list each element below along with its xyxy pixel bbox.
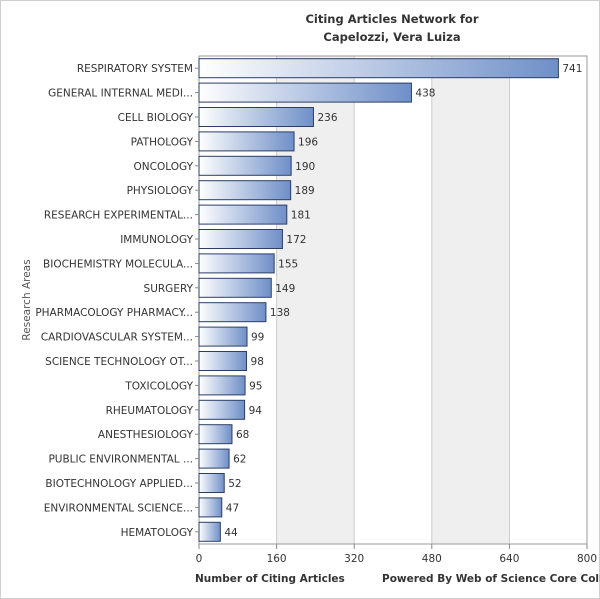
category-label: SCIENCE TECHNOLOGY OT... — [45, 356, 193, 368]
category-labels: RESPIRATORY SYSTEM GENERAL INTERNAL MEDI.… — [35, 63, 193, 539]
value-label: 196 — [298, 136, 318, 148]
value-label: 98 — [251, 356, 264, 368]
category-label: RHEUMATOLOGY — [106, 405, 194, 417]
value-label: 438 — [415, 88, 435, 100]
value-label: 138 — [270, 307, 290, 319]
bar — [198, 107, 314, 127]
bar — [198, 180, 292, 201]
chart-subtitle: Capelozzi, Vera Luiza — [323, 30, 460, 44]
bars — [198, 58, 559, 542]
plot-band — [509, 56, 587, 544]
value-label: 172 — [286, 234, 306, 246]
bar — [198, 424, 233, 445]
tick-label: 320 — [344, 553, 364, 565]
category-label: ENVIRONMENTAL SCIENCE... — [44, 502, 193, 514]
category-label: PHARMACOLOGY PHARMACY... — [35, 307, 193, 319]
credit-text: Powered By Web of Science Core Colle — [382, 573, 600, 585]
plot-band — [431, 56, 510, 544]
plot-background — [199, 56, 587, 544]
category-label: IMMUNOLOGY — [120, 234, 193, 246]
value-label: 99 — [251, 332, 264, 344]
plot-band — [199, 56, 277, 544]
value-label: 741 — [562, 63, 582, 75]
category-label: BIOTECHNOLOGY APPLIED... — [45, 478, 193, 490]
bar — [198, 473, 225, 493]
bar — [198, 326, 248, 347]
category-label: GENERAL INTERNAL MEDI... — [48, 88, 193, 100]
bar — [198, 448, 230, 469]
value-label: 236 — [317, 112, 337, 124]
bar — [198, 302, 267, 323]
category-label: PHYSIOLOGY — [127, 185, 194, 197]
tick-label: 0 — [196, 553, 203, 565]
chart-title: Citing Articles Network for — [305, 12, 478, 26]
tick-label: 480 — [422, 553, 442, 565]
category-label: PATHOLOGY — [131, 136, 194, 148]
tick-label: 160 — [267, 553, 287, 565]
category-label: SURGERY — [144, 283, 194, 295]
bar — [198, 82, 412, 103]
category-label: TOXICOLOGY — [124, 380, 193, 392]
bar — [198, 155, 292, 176]
bar — [198, 277, 272, 298]
category-label: PUBLIC ENVIRONMENTAL ... — [48, 454, 193, 466]
bar — [198, 399, 246, 420]
x-axis-title: Number of Citing Articles — [195, 573, 345, 585]
value-label: 95 — [249, 380, 262, 392]
plot-band — [354, 56, 432, 544]
x-axis-ticks: 0 160 320 480 640 800 — [195, 67, 597, 565]
value-label: 190 — [295, 161, 315, 173]
bar — [198, 253, 275, 274]
value-label: 52 — [228, 478, 241, 490]
category-label: BIOCHEMISTRY MOLECULA... — [43, 258, 193, 270]
plot-band — [276, 56, 355, 544]
bar — [198, 229, 283, 249]
category-label: ANESTHESIOLOGY — [98, 429, 194, 441]
bar — [198, 131, 295, 152]
value-label: 94 — [249, 405, 263, 417]
value-label: 62 — [233, 454, 246, 466]
y-axis-title: Research Areas — [21, 259, 33, 340]
category-label: ONCOLOGY — [134, 161, 194, 173]
value-label: 68 — [236, 429, 249, 441]
value-label: 155 — [278, 258, 298, 270]
category-label: HEMATOLOGY — [121, 527, 194, 539]
value-label: 181 — [291, 210, 311, 222]
category-label: RESEARCH EXPERIMENTAL... — [44, 210, 193, 222]
value-labels: 741 438 236 196 190 189 181 172 155 149 138 99 98 95 9… — [224, 63, 582, 539]
bar — [198, 58, 559, 79]
tick-label: 800 — [577, 553, 597, 565]
value-label: 149 — [275, 283, 295, 295]
plot-border — [198, 55, 588, 545]
bar — [198, 351, 248, 371]
value-label: 44 — [224, 527, 238, 539]
bar — [198, 521, 221, 542]
bar — [198, 204, 288, 225]
category-label: CELL BIOLOGY — [118, 112, 194, 124]
category-label: RESPIRATORY SYSTEM — [77, 63, 193, 75]
tick-label: 640 — [499, 553, 519, 565]
value-label: 47 — [226, 502, 239, 514]
bar — [198, 497, 223, 518]
value-label: 189 — [295, 185, 315, 197]
bar — [198, 375, 246, 396]
category-label: CARDIOVASCULAR SYSTEM... — [41, 332, 193, 344]
